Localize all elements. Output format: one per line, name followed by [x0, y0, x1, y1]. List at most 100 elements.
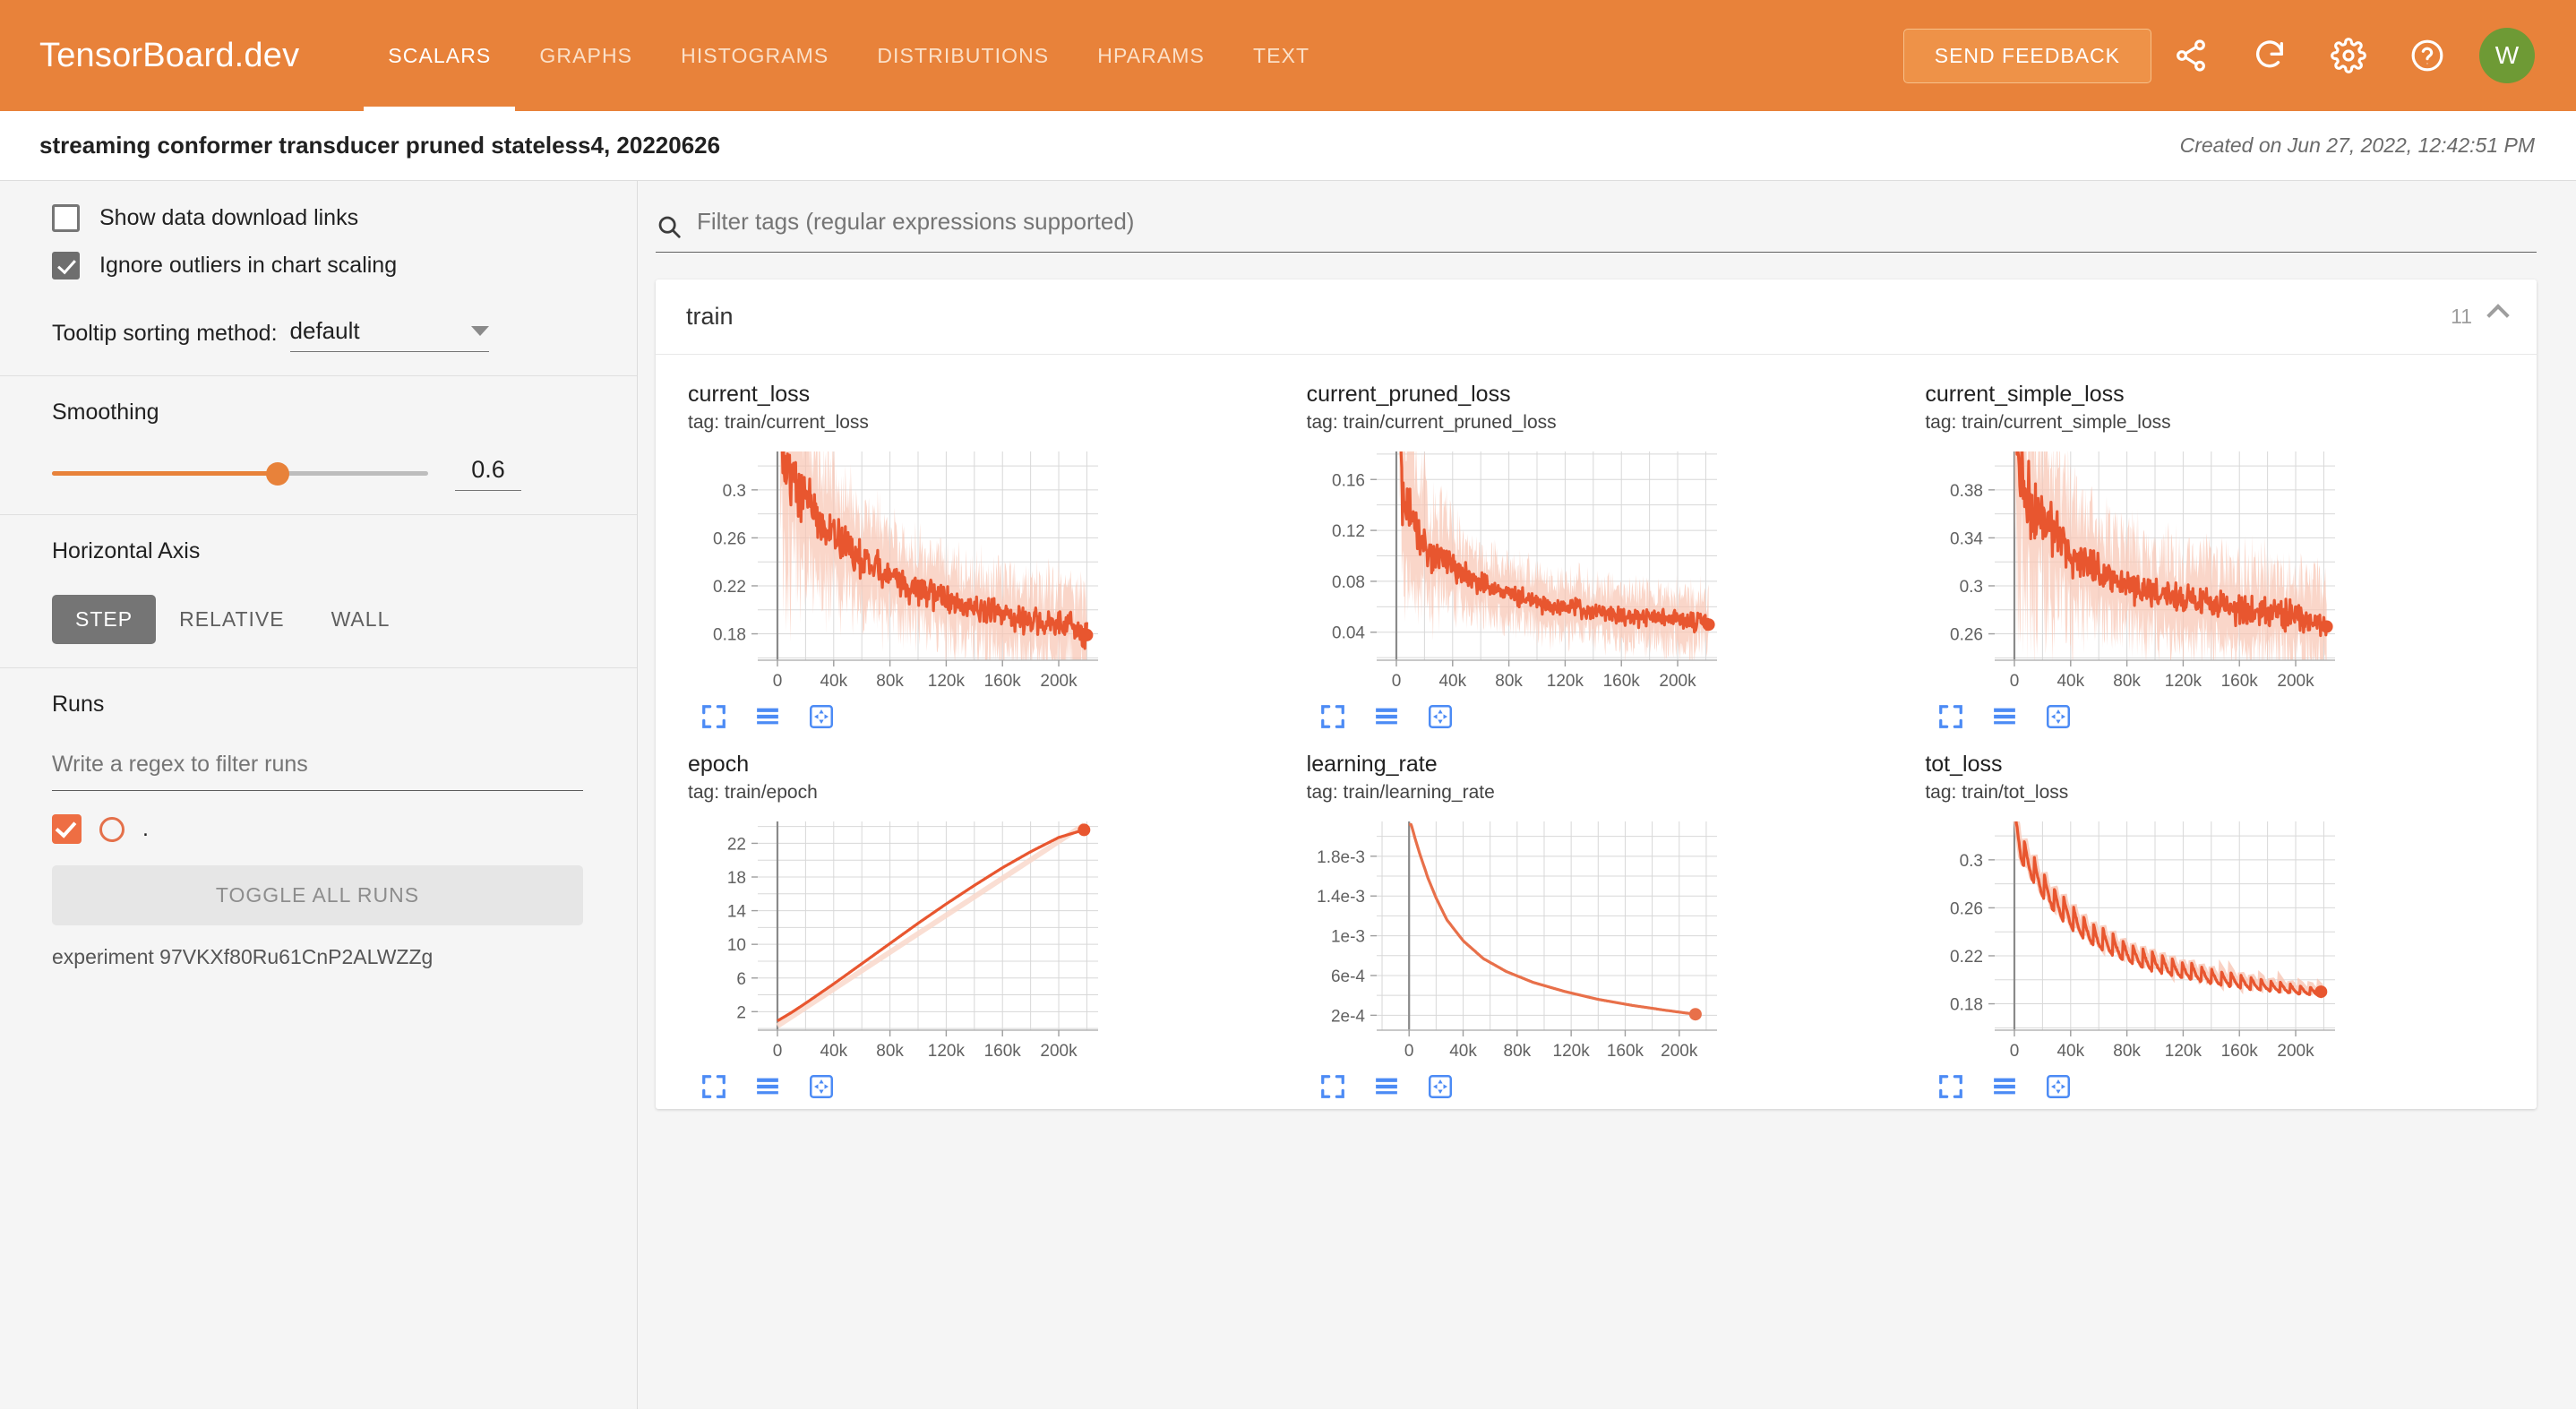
pan-reset-icon[interactable] — [2045, 703, 2072, 730]
expand-icon[interactable] — [1319, 1073, 1346, 1100]
ignore-outliers-checkbox[interactable] — [52, 252, 80, 279]
expand-icon[interactable] — [1937, 1073, 1964, 1100]
pan-reset-icon[interactable] — [808, 703, 835, 730]
chart-plot[interactable]: 2 6 10 14 18 22 0 40k 80k 120k 160k 200k — [688, 812, 1118, 1068]
divider — [0, 375, 637, 376]
svg-text:200k: 200k — [2278, 672, 2315, 691]
tab-scalars[interactable]: SCALARS — [364, 0, 516, 111]
gear-icon[interactable] — [2309, 16, 2388, 95]
chart-toolbar — [1925, 703, 2504, 730]
expand-icon[interactable] — [1937, 703, 1964, 730]
svg-text:160k: 160k — [1607, 1042, 1644, 1061]
svg-text:160k: 160k — [2221, 672, 2259, 691]
tab-hparams[interactable]: HPARAMS — [1097, 43, 1205, 67]
svg-text:0.18: 0.18 — [713, 625, 746, 644]
pan-reset-icon[interactable] — [1427, 1073, 1454, 1100]
chart-y-axis: 0.04 0.08 0.12 0.16 — [1332, 471, 1377, 642]
chart-last-point-marker — [2314, 984, 2328, 998]
search-icon — [656, 213, 683, 240]
svg-text:200k: 200k — [1040, 1042, 1078, 1061]
chart-line — [2015, 451, 2329, 637]
show-download-links-row[interactable]: Show data download links — [52, 204, 583, 232]
horizontal-axis-heading: Horizontal Axis — [52, 538, 201, 563]
pan-reset-icon[interactable] — [808, 1073, 835, 1100]
chart-grid: current_loss tag: train/current_loss 0.18 0… — [656, 355, 2537, 1109]
tooltip-sorting-select[interactable]: default — [289, 317, 489, 352]
ignore-outliers-row[interactable]: Ignore outliers in chart scaling — [52, 252, 583, 279]
tab-graphs[interactable]: GRAPHS — [539, 43, 633, 67]
smoothing-value[interactable]: 0.6 — [455, 456, 521, 491]
tag-filter-input[interactable] — [683, 201, 2537, 252]
chevron-down-icon — [470, 326, 489, 336]
chart-gridlines — [758, 821, 1098, 1030]
axis-option-wall[interactable]: WALL — [331, 607, 391, 631]
horizontal-axis-section: Horizontal Axis STEP RELATIVE WALL — [0, 515, 637, 667]
svg-text:80k: 80k — [1495, 672, 1523, 691]
chart-y-axis: 2 6 10 14 18 22 — [727, 835, 758, 1022]
chart-plot[interactable]: 0.26 0.3 0.34 0.38 0 40k 80k 120k 160k 200k — [1925, 443, 2355, 698]
svg-text:200k: 200k — [1659, 672, 1696, 691]
smoothing-slider-thumb[interactable] — [266, 461, 289, 486]
chart-x-axis: 0 40k 80k 120k 160k 200k — [758, 658, 1098, 691]
tooltip-sorting-label: Tooltip sorting method: — [52, 321, 278, 346]
axis-option-step[interactable]: STEP — [52, 595, 157, 644]
svg-text:120k: 120k — [928, 1042, 966, 1061]
pan-reset-icon[interactable] — [1427, 703, 1454, 730]
chart-tag: tag: train/tot_loss — [1925, 781, 2069, 803]
svg-text:40k: 40k — [1449, 1042, 1477, 1061]
expand-icon[interactable] — [1319, 703, 1346, 730]
tab-distributions[interactable]: DISTRIBUTIONS — [877, 43, 1050, 67]
svg-text:0: 0 — [1391, 672, 1401, 691]
chart-y-axis: 0.18 0.22 0.26 0.3 — [1950, 851, 1996, 1014]
chart-plot[interactable]: 2e-4 6e-4 1e-3 1.4e-3 1.8e-3 0 40k 80k 120k 160k 2… — [1307, 812, 1737, 1068]
svg-text:160k: 160k — [984, 1042, 1022, 1061]
expand-icon[interactable] — [700, 703, 727, 730]
chart-toolbar — [688, 703, 1267, 730]
svg-text:0.38: 0.38 — [1950, 482, 1983, 501]
data-table-icon[interactable] — [1991, 1073, 2018, 1100]
run-item[interactable]: . — [52, 814, 583, 844]
smoothing-section: Smoothing 0.6 — [0, 376, 637, 514]
chart-tag: tag: train/current_pruned_loss — [1306, 411, 1557, 433]
page-title: streaming conformer transducer pruned st… — [39, 132, 721, 159]
chart-raw-band — [776, 821, 1086, 1028]
chevron-up-icon[interactable] — [2486, 303, 2510, 327]
svg-text:6e-4: 6e-4 — [1331, 967, 1365, 985]
runs-filter-input[interactable] — [52, 748, 583, 791]
toggle-all-runs-button[interactable]: TOGGLE ALL RUNS — [52, 865, 583, 925]
data-table-icon[interactable] — [1373, 703, 1400, 730]
avatar[interactable]: W — [2479, 28, 2535, 83]
smoothing-slider[interactable] — [52, 461, 428, 486]
send-feedback-button[interactable]: SEND FEEDBACK — [1902, 28, 2151, 83]
experiment-titlebar: streaming conformer transducer pruned st… — [0, 111, 2576, 181]
tag-group-header[interactable]: train 11 — [656, 279, 2537, 355]
refresh-icon[interactable] — [2230, 16, 2309, 95]
axis-option-relative[interactable]: RELATIVE — [179, 607, 285, 631]
tab-histograms[interactable]: HISTOGRAMS — [681, 43, 829, 67]
show-download-links-label: Show data download links — [99, 205, 359, 230]
expand-icon[interactable] — [700, 1073, 727, 1100]
chart-card: current_loss tag: train/current_loss 0.18 0… — [668, 369, 1287, 739]
chart-plot[interactable]: 0.18 0.22 0.26 0.3 0 40k 80k 120k 160k 200k — [688, 443, 1118, 698]
divider — [0, 514, 637, 515]
tab-text[interactable]: TEXT — [1253, 43, 1310, 67]
run-checkbox[interactable] — [52, 814, 82, 844]
svg-text:2e-4: 2e-4 — [1331, 1007, 1365, 1026]
svg-text:120k: 120k — [2165, 672, 2202, 691]
show-download-links-checkbox[interactable] — [52, 204, 80, 232]
divider — [0, 667, 637, 668]
data-table-icon[interactable] — [754, 703, 781, 730]
svg-text:2: 2 — [736, 1003, 746, 1022]
help-icon[interactable] — [2388, 16, 2467, 95]
chart-last-point-marker — [1080, 628, 1094, 641]
chart-tag: tag: train/learning_rate — [1306, 781, 1495, 803]
data-table-icon[interactable] — [754, 1073, 781, 1100]
chart-gridlines — [1995, 821, 2336, 1030]
chart-plot[interactable]: 0.18 0.22 0.26 0.3 0 40k 80k 120k 160k 200k — [1925, 812, 2355, 1068]
data-table-icon[interactable] — [1373, 1073, 1400, 1100]
share-icon[interactable] — [2151, 16, 2230, 95]
chart-plot[interactable]: 0.04 0.08 0.12 0.16 0 40k 80k 120k 160k 200k — [1307, 443, 1737, 698]
data-table-icon[interactable] — [1991, 703, 2018, 730]
pan-reset-icon[interactable] — [2045, 1073, 2072, 1100]
chart-last-point-marker — [2320, 620, 2333, 633]
